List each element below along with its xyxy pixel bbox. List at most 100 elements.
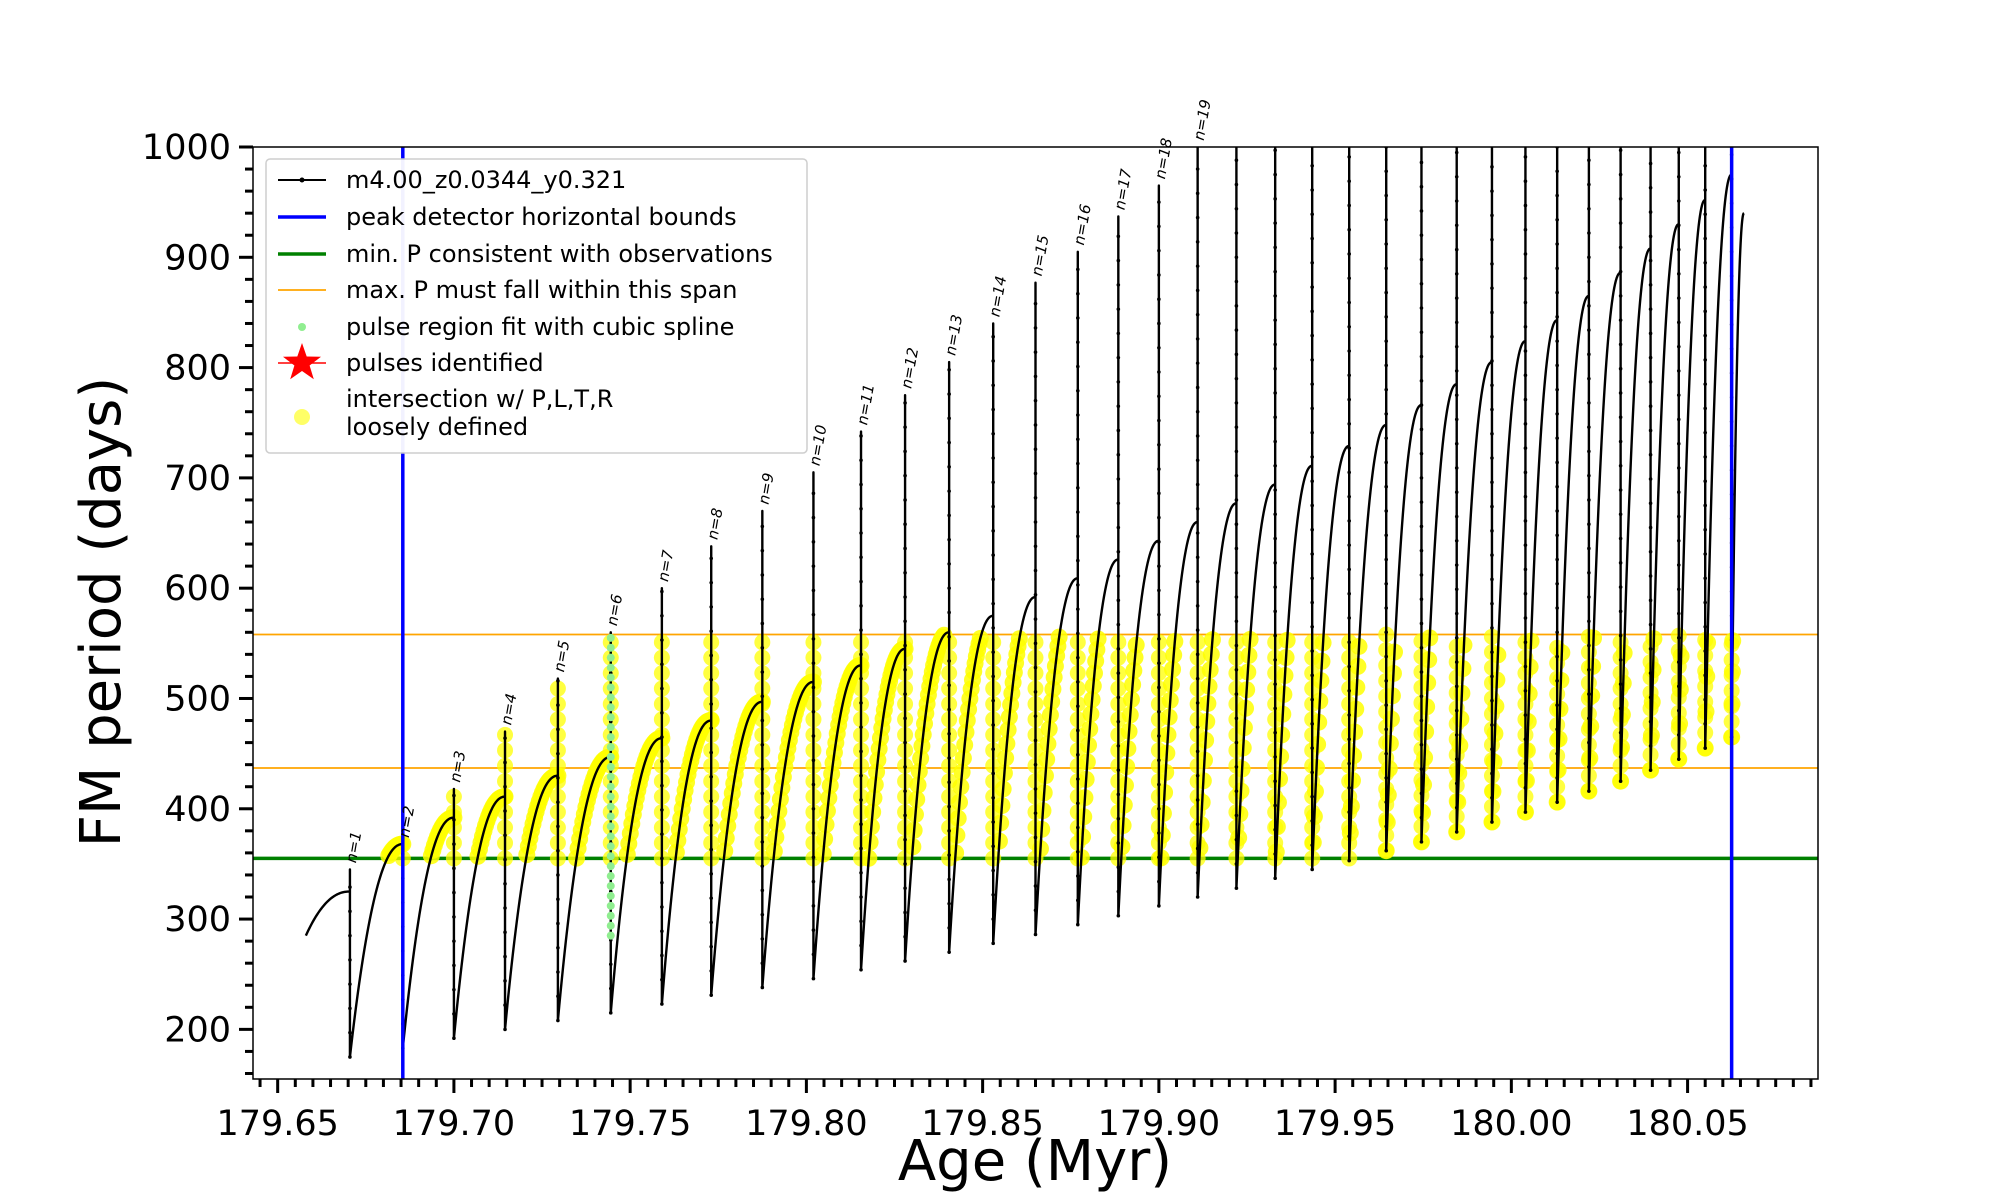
spline-point [606,723,615,732]
track-point [1116,501,1121,506]
track-point [1587,328,1591,332]
track-point [1523,591,1528,596]
track-point [660,880,664,885]
track-point [660,613,664,618]
track-point [903,959,907,963]
track-point [1454,830,1459,834]
track-point [1648,404,1653,408]
track-point [1273,245,1277,250]
track-point [1419,476,1424,480]
track-point [1157,540,1161,544]
track-point [709,969,714,973]
track-point [1490,747,1494,752]
track-point [1454,781,1459,786]
y-axis: 200 300 400 500 600 700 800 900 1000 [142,128,253,1075]
track-point [1234,862,1239,866]
pulse-label: n=6 [603,593,626,627]
track-point [1419,524,1424,529]
track-point [811,976,816,981]
track-point [903,668,907,672]
track-point [1703,697,1708,702]
track-point [947,489,951,493]
track-point [709,993,714,997]
track-point [1454,466,1459,470]
intersection-markers [380,626,1742,867]
spline-point [606,812,615,821]
track-point [903,473,907,478]
track-point [1703,333,1708,338]
track-point [760,961,765,965]
track-point [859,773,863,778]
x-tick-label: 179.65 [216,1104,338,1144]
y-tick-label: 200 [164,1010,231,1050]
track-point [1273,755,1277,759]
track-point [556,727,560,732]
track-point [1490,674,1494,679]
track-point [1157,758,1161,763]
track-point [1273,294,1277,298]
track-point [348,982,352,986]
track-point [760,888,765,893]
track-point [1523,300,1528,305]
track-point [503,979,507,983]
track-point [1490,553,1494,557]
track-point [1648,161,1653,166]
track-point [1116,574,1121,578]
track-point [760,767,765,771]
track-point [1384,169,1389,174]
track-point [1116,768,1121,772]
track-point [760,791,765,796]
track-point [1157,588,1161,593]
track-point [1310,527,1314,532]
track-point [503,784,507,789]
track-point [1555,509,1559,513]
track-point [1273,585,1277,589]
legend-label: pulse region fit with cubic spline [346,313,734,341]
track-point [1195,870,1200,875]
track-point [1347,227,1352,232]
track-point [1419,645,1424,650]
track-point [1384,800,1389,804]
track-point [1419,257,1424,262]
track-point [1555,800,1559,804]
pulse-label: n=19 [1190,98,1215,142]
track-point [709,774,714,779]
track-point [1618,658,1623,662]
track-point [1587,352,1591,357]
track-point [1384,266,1389,271]
track-point [1490,189,1494,193]
track-point [452,963,456,968]
track-point [947,562,951,566]
track-point [1555,581,1559,586]
track-point [348,909,352,914]
track-point [1648,452,1653,457]
track-point [1195,191,1200,196]
track-point [1618,585,1623,589]
track-point [1157,370,1161,374]
track-point [1490,771,1494,776]
track-point [903,692,907,696]
track-point [903,837,907,842]
track-point [1676,757,1681,761]
track-point [859,652,863,657]
track-point [1384,509,1389,513]
track-point [991,601,996,606]
track-point [1234,473,1239,478]
track-point [859,482,863,487]
pulse-label: n=16 [1070,203,1095,247]
track-point [1347,786,1352,790]
track-point [991,941,996,946]
track-point [1075,267,1080,272]
track-point [1075,510,1080,514]
track-point [1587,279,1591,284]
track-point [1347,276,1352,281]
legend-label: peak detector horizontal bounds [346,203,737,231]
track-point [1618,609,1623,614]
track-point [1310,819,1314,823]
track-point [1273,706,1277,711]
track-point [1157,394,1161,399]
track-point [859,968,863,972]
track-point [760,694,765,699]
track-point [1310,236,1314,241]
track-point [452,987,456,992]
